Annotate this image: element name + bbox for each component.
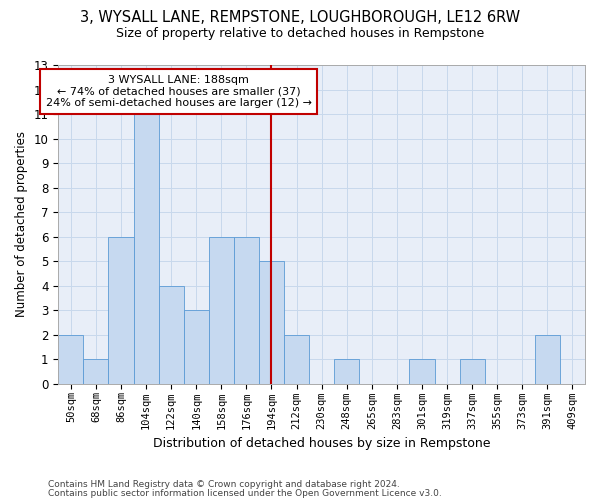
Text: Size of property relative to detached houses in Rempstone: Size of property relative to detached ho… bbox=[116, 28, 484, 40]
Bar bbox=[109, 236, 134, 384]
X-axis label: Distribution of detached houses by size in Rempstone: Distribution of detached houses by size … bbox=[153, 437, 490, 450]
Bar bbox=[535, 334, 560, 384]
Bar bbox=[234, 236, 259, 384]
Bar bbox=[409, 359, 434, 384]
Bar bbox=[158, 286, 184, 384]
Text: 3, WYSALL LANE, REMPSTONE, LOUGHBOROUGH, LE12 6RW: 3, WYSALL LANE, REMPSTONE, LOUGHBOROUGH,… bbox=[80, 10, 520, 25]
Text: 3 WYSALL LANE: 188sqm
← 74% of detached houses are smaller (37)
24% of semi-deta: 3 WYSALL LANE: 188sqm ← 74% of detached … bbox=[46, 75, 311, 108]
Bar bbox=[184, 310, 209, 384]
Bar bbox=[58, 334, 83, 384]
Bar bbox=[334, 359, 359, 384]
Bar bbox=[209, 236, 234, 384]
Bar bbox=[259, 261, 284, 384]
Y-axis label: Number of detached properties: Number of detached properties bbox=[15, 132, 28, 318]
Bar bbox=[134, 114, 158, 384]
Bar bbox=[284, 334, 309, 384]
Bar bbox=[83, 359, 109, 384]
Text: Contains HM Land Registry data © Crown copyright and database right 2024.: Contains HM Land Registry data © Crown c… bbox=[48, 480, 400, 489]
Text: Contains public sector information licensed under the Open Government Licence v3: Contains public sector information licen… bbox=[48, 488, 442, 498]
Bar bbox=[460, 359, 485, 384]
